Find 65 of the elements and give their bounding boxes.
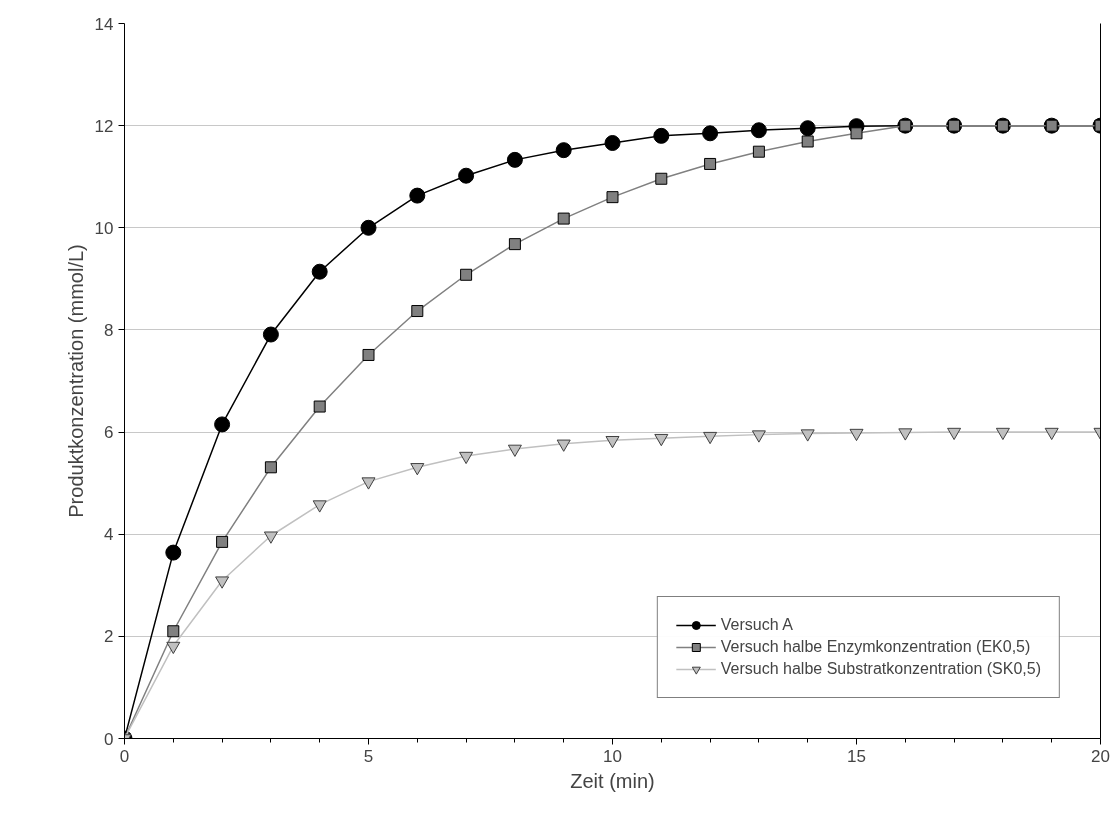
y-tick-label: 4 — [104, 525, 114, 545]
point — [165, 544, 182, 561]
point — [508, 238, 521, 251]
point — [801, 135, 814, 148]
point — [703, 431, 718, 445]
point — [604, 135, 621, 151]
point — [459, 451, 474, 465]
point — [556, 439, 571, 452]
point — [166, 641, 181, 655]
point — [311, 263, 328, 280]
y-tick-label: 10 — [94, 218, 114, 238]
point — [655, 172, 668, 185]
point — [409, 187, 426, 204]
point — [410, 463, 425, 476]
point — [361, 477, 376, 490]
point — [606, 191, 619, 204]
y-tick-label: 12 — [94, 116, 114, 136]
point — [507, 444, 522, 457]
y-tick-label: 8 — [104, 320, 114, 340]
point — [800, 429, 815, 442]
x-tick-label: 10 — [603, 746, 622, 766]
legend-label: Versuch A — [720, 616, 793, 634]
x-tick-label: 0 — [119, 746, 130, 766]
y-axis-title: Produktkonzentration (mmol/L) — [64, 244, 87, 518]
point — [506, 151, 523, 168]
point — [167, 625, 180, 638]
point — [263, 531, 278, 544]
point — [362, 348, 375, 361]
x-tick-label: 20 — [1091, 746, 1110, 766]
y-tick-label: 6 — [104, 423, 114, 443]
point — [262, 326, 279, 343]
point — [1044, 427, 1059, 441]
point — [654, 433, 669, 447]
point — [947, 427, 962, 441]
point — [215, 576, 230, 589]
point — [704, 157, 717, 170]
point — [750, 122, 767, 139]
legend-label: Versuch halbe Substratkonzentration (SK0,5) — [720, 660, 1041, 678]
point — [849, 428, 864, 442]
point — [653, 127, 670, 144]
point — [460, 268, 473, 281]
point — [313, 400, 326, 413]
y-tick-label: 0 — [104, 729, 114, 749]
point — [799, 120, 816, 137]
x-tick-label: 5 — [363, 746, 374, 766]
point — [850, 127, 863, 140]
y-tick-label: 14 — [94, 14, 114, 34]
point — [264, 461, 277, 474]
x-tick-label: 15 — [847, 746, 866, 766]
point — [605, 435, 620, 449]
point — [702, 125, 719, 142]
legend-label: Versuch halbe Enzymkonzentration (EK0,5) — [720, 638, 1031, 656]
point — [557, 212, 570, 225]
point — [411, 305, 424, 318]
point — [751, 430, 766, 443]
point — [752, 145, 765, 158]
point — [458, 167, 475, 184]
point — [360, 219, 377, 236]
point — [214, 416, 231, 433]
point — [312, 500, 327, 513]
point — [898, 428, 913, 441]
x-axis-title: Zeit (min) — [570, 769, 655, 792]
point — [555, 142, 572, 159]
point — [995, 427, 1010, 441]
y-tick-label: 2 — [104, 627, 114, 647]
